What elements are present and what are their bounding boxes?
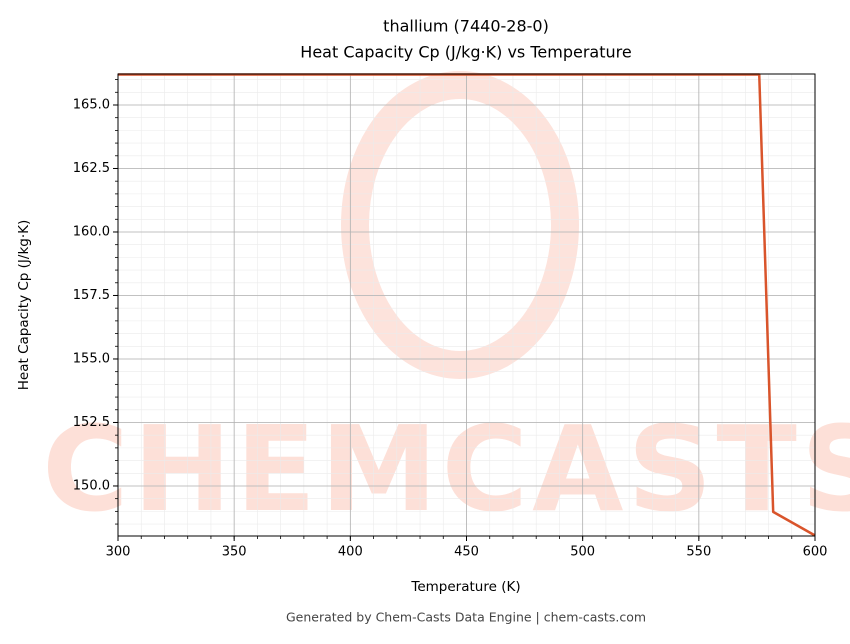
chart-title: thallium (7440-28-0) [383, 17, 549, 36]
y-tick-label: 165.0 [73, 97, 110, 112]
y-tick-label: 150.0 [73, 478, 110, 493]
x-axis-label: Temperature (K) [410, 579, 520, 595]
grid-layer [117, 74, 816, 536]
y-tick-label: 155.0 [73, 351, 110, 366]
watermark-ring [341, 71, 579, 379]
footer: Generated by Chem-Casts Data Engine | ch… [286, 610, 646, 625]
y-tick-label: 160.0 [73, 224, 110, 239]
y-tick-label: 162.5 [73, 161, 110, 176]
watermark-text: CHEMCASTS [42, 400, 850, 538]
data-layer [118, 73, 816, 537]
watermark-layer: CHEMCASTS [42, 71, 850, 538]
x-tick-label: 550 [686, 545, 711, 560]
x-tick-label: 350 [222, 545, 247, 560]
data-line [118, 73, 816, 537]
x-tick-label: 400 [338, 545, 363, 560]
x-tick-label: 600 [803, 545, 828, 560]
x-tick-label: 300 [106, 545, 131, 560]
x-tick-label: 450 [454, 545, 479, 560]
y-tick-label: 157.5 [73, 288, 110, 303]
y-tick-label: 152.5 [73, 415, 110, 430]
x-tick-label: 500 [570, 545, 595, 560]
tick-layer: 300 350 400 450 500 550 600 150.0 152.5 155.0 157.… [73, 79, 828, 560]
y-axis-label: Heat Capacity Cp (J/kg·K) [16, 220, 32, 390]
chart-subtitle: Heat Capacity Cp (J/kg·K) vs Temperature [300, 43, 631, 62]
